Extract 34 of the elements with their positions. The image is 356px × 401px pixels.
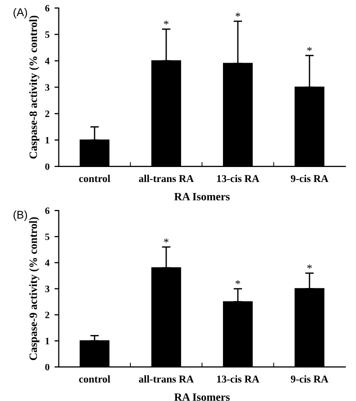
text: (B) — [14, 210, 28, 221]
y-tick-label: 5 — [45, 234, 50, 240]
y-tick-label: 1 — [46, 338, 50, 344]
y-tick-label: 1 — [46, 136, 50, 144]
y-tick-label: 0 — [45, 163, 50, 170]
annotation: * — [164, 238, 168, 243]
y-tick-label: 4 — [44, 58, 50, 64]
y-tick-label: 2 — [45, 110, 50, 117]
y-tick-label: 6 — [45, 207, 50, 214]
x-tick-label: all-trans RA — [138, 375, 194, 383]
x-axis-title: RA Isomers — [174, 393, 230, 401]
annotation: * — [307, 46, 312, 52]
annotation: * — [307, 264, 312, 269]
x-tick-label: all-trans RA — [138, 174, 194, 182]
x-tick-label: 9-cis RA — [290, 375, 328, 383]
y-tick-label: 2 — [45, 312, 50, 318]
text: (A) — [14, 8, 28, 18]
y-axis-title: Caspase-9 activity (% control) — [29, 217, 40, 360]
x-tick-label: 13-cis RA — [217, 375, 260, 383]
x-tick-label: 9-cis RA — [290, 174, 328, 182]
y-axis-title: Caspase-8 activity (% control) — [29, 16, 40, 159]
x-axis-title: RA Isomers — [174, 192, 230, 200]
x-tick-label: control — [79, 174, 110, 182]
y-tick-label: 0 — [45, 364, 50, 370]
annotation: * — [164, 20, 168, 25]
x-tick-label: 13-cis RA — [217, 174, 260, 182]
y-tick-label: 3 — [45, 286, 50, 292]
y-tick-label: 4 — [44, 260, 50, 266]
y-tick-label: 6 — [45, 4, 50, 12]
y-tick-label: 5 — [45, 31, 50, 38]
annotation: * — [236, 280, 240, 284]
annotation: * — [236, 12, 240, 17]
y-tick-label: 3 — [45, 84, 50, 91]
x-tick-label: control — [79, 375, 110, 383]
